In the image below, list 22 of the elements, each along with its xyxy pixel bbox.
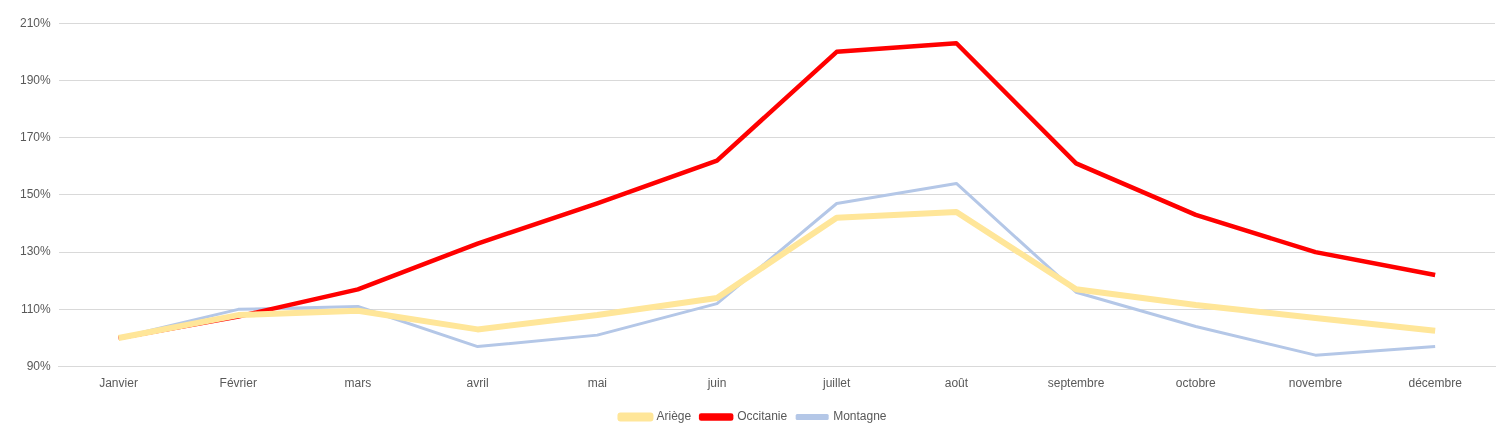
legend-label: Montagne (833, 409, 887, 424)
x-tick-label: juin (706, 376, 727, 391)
y-tick-label: 170% (19, 129, 52, 144)
x-tick-label: avril (466, 376, 489, 391)
x-tick-label: novembre (1288, 376, 1343, 391)
y-tick-label: 90% (26, 358, 52, 373)
x-tick-label: septembre (1047, 376, 1105, 391)
x-tick-label: Janvier (99, 376, 138, 391)
x-tick-label: mars (344, 376, 372, 391)
y-tick-label: 150% (19, 187, 52, 202)
legend-label: Occitanie (737, 409, 788, 424)
x-tick-label: octobre (1175, 376, 1217, 391)
x-tick-label: mai (587, 376, 607, 391)
x-tick-label: décembre (1408, 376, 1463, 391)
x-tick-label: août (944, 376, 969, 391)
x-tick-label: Février (219, 376, 257, 391)
legend-label: Ariège (656, 409, 692, 424)
y-tick-label: 210% (19, 15, 52, 30)
x-tick-label: juillet (822, 376, 852, 391)
y-tick-label: 110% (20, 301, 52, 316)
y-tick-label: 190% (19, 72, 52, 87)
y-tick-label: 130% (19, 244, 52, 259)
